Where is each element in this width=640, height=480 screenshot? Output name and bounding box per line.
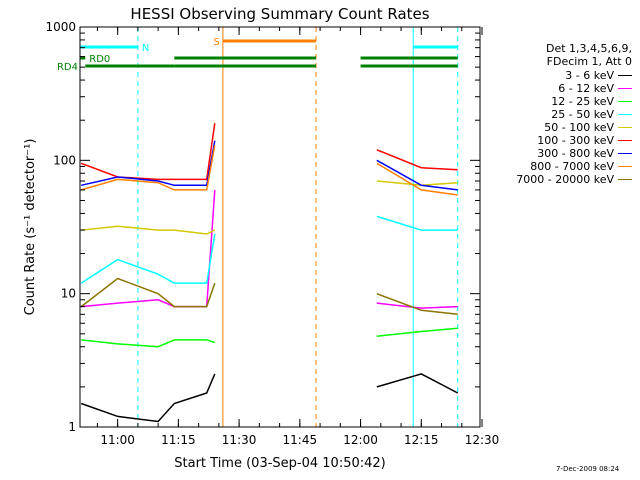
legend-item: 6 - 12 keV <box>470 82 632 95</box>
series-line <box>81 339 216 348</box>
x-tick-label: 11:30 <box>222 433 257 447</box>
legend-item: 25 - 50 keV <box>470 108 632 121</box>
series-line <box>376 162 458 196</box>
series-line <box>81 225 216 235</box>
flag-bar-label: S <box>214 37 220 48</box>
series-line <box>80 144 216 191</box>
x-axis: 11:00 11:15 11:30 11:45 12:00 12:15 12:30 <box>96 27 500 447</box>
legend-label: 300 - 800 keV <box>537 147 614 160</box>
legend-header-line: Det 1,3,4,5,6,9, <box>545 42 632 55</box>
series-line <box>376 373 459 394</box>
plot-frame <box>79 26 481 428</box>
legend-swatch <box>618 179 632 180</box>
x-tick-label: 12:15 <box>404 433 439 447</box>
series-line <box>80 233 216 284</box>
y-tick-label: 10 <box>61 287 76 301</box>
legend-label: 50 - 100 keV <box>544 121 614 134</box>
legend-swatch <box>618 75 632 76</box>
legend-item: 7000 - 20000 keV <box>470 173 632 186</box>
legend-label: 800 - 7000 keV <box>530 160 614 173</box>
series-line <box>376 149 458 171</box>
series-line <box>376 302 458 309</box>
series-lines <box>80 123 459 423</box>
x-axis-label: Start Time (03-Sep-04 10:50:42) <box>174 456 385 471</box>
legend-swatch <box>618 114 632 115</box>
vertical-markers <box>79 27 459 427</box>
x-tick-label: 11:00 <box>100 433 135 447</box>
legend-header-line: FDecim 1, Att 0 <box>546 55 632 68</box>
chart-title: HESSI Observing Summary Count Rates <box>130 5 429 23</box>
legend-item: 50 - 100 keV <box>470 121 632 134</box>
legend-item: 3 - 6 keV <box>470 69 632 82</box>
flag-bar-label: N <box>142 43 149 54</box>
legend-item: 800 - 7000 keV <box>470 160 632 173</box>
legend-label: 100 - 300 keV <box>537 134 614 147</box>
x-tick-label: 12:30 <box>465 433 500 447</box>
legend-swatch <box>618 101 632 102</box>
series-line <box>376 215 458 231</box>
legend-label: 6 - 12 keV <box>558 82 614 95</box>
y-tick-label: 1000 <box>45 20 76 34</box>
legend-label: 12 - 25 keV <box>551 95 614 108</box>
flag-bars: N RD0 RD4 S <box>57 37 458 73</box>
y-tick-label: 100 <box>53 153 76 167</box>
legend-header: Det 1,3,4,5,6,9, FDecim 1, Att 0 <box>496 42 632 68</box>
legend-label: 7000 - 20000 keV <box>516 173 614 186</box>
timestamp: 7-Dec-2009 08:24 <box>556 465 620 473</box>
legend-swatch <box>618 88 632 89</box>
series-line <box>80 373 216 423</box>
series-line <box>80 277 216 308</box>
legend-swatch <box>618 153 632 154</box>
series-line <box>81 189 216 308</box>
x-tick-label: 11:45 <box>283 433 318 447</box>
y-axis-label: Count Rate (s⁻¹ detector⁻¹) <box>23 139 38 316</box>
series-line <box>81 140 216 187</box>
flag-bar-label: RD0 <box>89 54 110 65</box>
legend-item: 12 - 25 keV <box>470 95 632 108</box>
legend-swatch <box>618 127 632 128</box>
x-tick-label: 11:15 <box>161 433 196 447</box>
legend-swatch <box>618 140 632 141</box>
legend: 3 - 6 keV 6 - 12 keV 12 - 25 keV 25 - 50 ke… <box>470 69 632 186</box>
legend-swatch <box>618 166 632 167</box>
legend-label: 3 - 6 keV <box>565 69 614 82</box>
series-line <box>80 123 216 181</box>
series-line <box>376 292 458 316</box>
x-tick-label: 12:00 <box>343 433 378 447</box>
flag-bar-label: RD4 <box>57 62 78 73</box>
series-line <box>376 327 458 337</box>
y-axis: 1 10 100 1000 <box>45 20 480 434</box>
legend-item: 300 - 800 keV <box>470 147 632 160</box>
legend-label: 25 - 50 keV <box>551 108 614 121</box>
legend-item: 100 - 300 keV <box>470 134 632 147</box>
y-tick-label: 1 <box>68 420 76 434</box>
series-line <box>376 159 458 191</box>
